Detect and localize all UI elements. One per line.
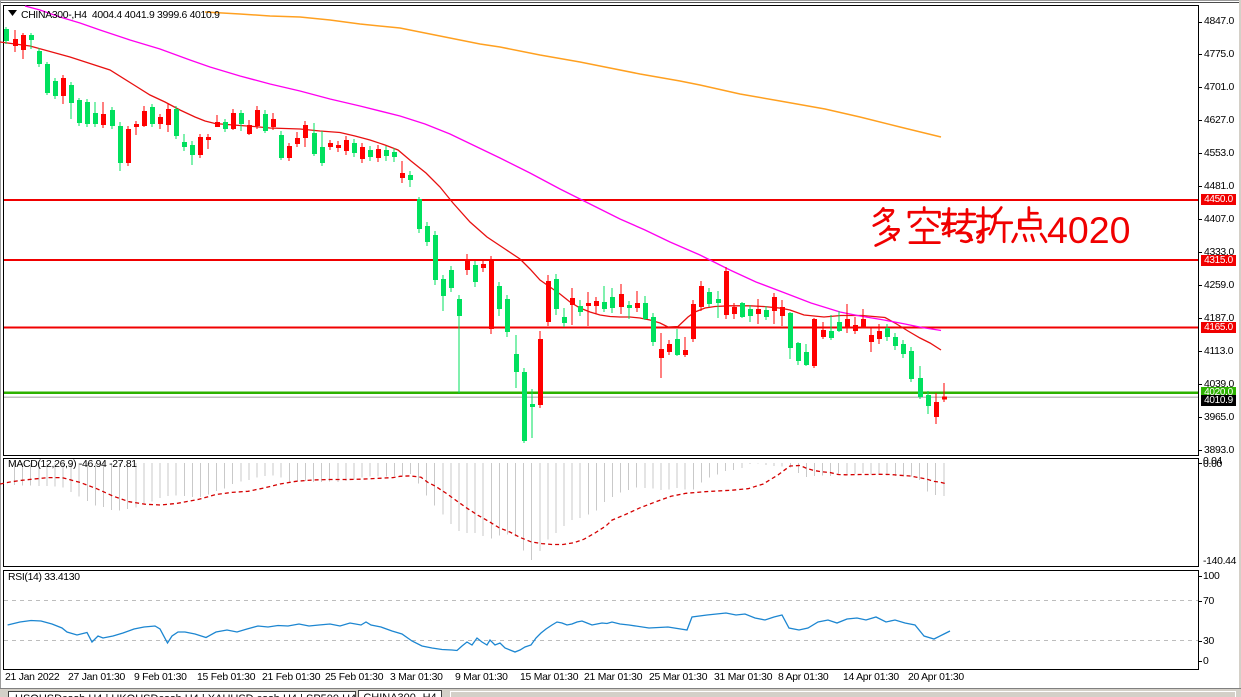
svg-text:4020: 4020 xyxy=(1047,209,1130,251)
